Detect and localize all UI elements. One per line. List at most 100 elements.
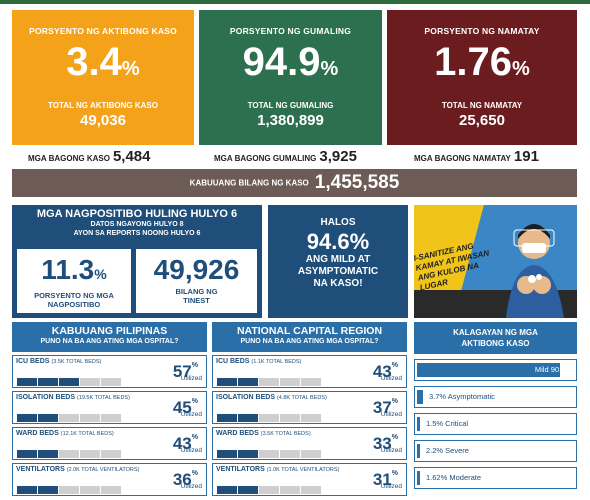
bed-icon [17,378,37,386]
bed-icon [38,378,58,386]
percent-sign: % [391,398,398,405]
utilized-label: Utilized [180,447,202,454]
percent-sign: % [391,362,398,369]
utilized-label: Utilized [380,375,402,382]
bed-icon [217,414,237,422]
bed-icon [101,486,121,494]
bed-icon [280,450,300,458]
tested-count: 49,926 [153,254,240,285]
top-divider [0,0,590,4]
mild-line-1: ANG MILD AT [305,254,371,265]
status-bar [417,444,420,458]
status-label: 2.2% Severe [426,446,469,455]
positivity-rate-caption-2: NAGPOSITIBO [47,300,101,309]
active-cases-total: 49,036 [80,112,126,129]
bed-icon [301,486,321,494]
bed-total-note: (3.5K TOTAL BEDS) [260,431,311,437]
percent-sign: % [191,470,198,477]
positivity-title: MGA NAGPOSITIBO HULING HULYO 6 [36,208,238,220]
hospital-panel-title: KABUUANG PILIPINAS [51,325,168,337]
deaths-label: PORSYENTO NG NAMATAY [424,26,540,36]
bed-icon [217,450,237,458]
utilization-percent: 57 [172,362,192,381]
percent-sign: % [512,58,530,80]
status-row: Mild 90.9% [414,359,577,381]
new-deaths-value: 191 [513,148,539,165]
active-cases-percent: 3.4 [66,40,122,84]
bed-icon [259,486,279,494]
bed-icon [217,378,237,386]
percent-sign: % [191,362,198,369]
bed-icon [80,450,100,458]
bed-type: VENTILATORS [16,466,65,473]
total-cases-value: 1,455,585 [314,172,400,193]
mild-asymptomatic-panel: HALOS 94.6% ANG MILD AT ASYMPTOMATIC NA … [268,205,408,318]
mild-pre: HALOS [320,217,356,228]
new-deaths: MGA BAGONG NAMATAY 191 [414,148,539,166]
bed-icon [80,486,100,494]
bed-utilization-row: WARD BEDS (3.5K TOTAL BEDS) 33% Utilized [212,427,407,460]
bed-total-note: (19.5K TOTAL BEDS) [76,395,130,401]
status-row: 1.5% Critical [414,413,577,435]
bed-utilization-row: ISOLATION BEDS (4.8K TOTAL BEDS) 37% Utili… [212,391,407,424]
hospital-panel-ncr: NATIONAL CAPITAL REGION PUNO NA BA ANG A… [212,322,407,496]
bed-type: ICU BEDS [16,358,50,365]
positivity-rate: 11.3 [41,254,95,285]
recovered-total: 1,380,899 [257,112,324,129]
bed-icon [238,486,258,494]
positivity-date: DATOS NGAYONG HULYO 8 [90,221,184,228]
bed-icons [17,481,122,499]
bed-icons [217,409,322,427]
bed-total-note: (12.1K TOTAL BEDS) [60,431,114,437]
tested-caption-2: TINEST [183,296,210,305]
utilization-percent: 43 [172,434,192,453]
bed-icon [38,486,58,494]
new-recovered: MGA BAGONG GUMALING 3,925 [214,148,357,166]
hospital-panel-header: NATIONAL CAPITAL REGION PUNO NA BA ANG A… [212,322,407,352]
status-label: 1.62% Moderate [426,473,482,482]
percent-sign: % [121,58,140,80]
percent-sign: % [391,434,398,441]
bed-icon [259,450,279,458]
bed-icons [217,481,322,499]
bed-type: ICU BEDS [216,358,250,365]
hospital-panel-subtitle: PUNO NA BA ANG ATING MGA OSPITAL? [240,338,379,345]
recovered-total-label: TOTAL NG GUMALING [247,101,334,110]
poster-illustration [414,205,577,318]
bed-utilization-row: ICU BEDS (1.1K TOTAL BEDS) 43% Utilized [212,355,407,388]
bed-type: VENTILATORS [216,466,265,473]
deaths-card: PORSYENTO NG NAMATAY 1.76% TOTAL NG NAMA… [387,10,577,145]
recovered-percent: 94.9 [242,40,321,84]
percent-sign: % [191,434,198,441]
status-title-2: AKTIBONG KASO [461,339,530,348]
bed-icon [80,414,100,422]
bed-type: WARD BEDS [216,430,259,437]
recovered-card: PORSYENTO NG GUMALING 94.9% TOTAL NG GUM… [199,10,382,145]
bed-icon [301,378,321,386]
utilization-percent: 31 [372,470,392,489]
bed-icon [238,378,258,386]
status-bar [417,417,420,431]
bed-icon [101,414,121,422]
new-recovered-value: 3,925 [319,148,357,165]
bed-icon [17,414,37,422]
new-cases-value: 5,484 [112,148,151,165]
bed-icon [101,378,121,386]
hospital-panel-header: KABUUANG PILIPINAS PUNO NA BA ANG ATING … [12,322,207,352]
status-row: 1.62% Moderate [414,467,577,489]
bed-utilization-row: VENTILATORS (2.0K TOTAL VENTILATORS) 36% U… [12,463,207,496]
deaths-total: 25,650 [459,112,505,129]
bed-icon [59,450,79,458]
deaths-percent: 1.76 [434,40,513,84]
utilization-percent: 37 [372,398,392,417]
status-header: KALAGAYAN NG MGA AKTIBONG KASO [414,322,577,354]
utilized-label: Utilized [180,483,202,490]
bed-icon [280,414,300,422]
utilized-label: Utilized [380,483,402,490]
bed-icons [17,409,122,427]
bed-icon [59,414,79,422]
bed-total-note: (1.1K TOTAL BEDS) [251,359,302,365]
active-cases-total-label: TOTAL NG AKTIBONG KASO [48,101,158,110]
bed-utilization-row: VENTILATORS (1.0K TOTAL VENTILATORS) 31% U… [212,463,407,496]
hospital-panel-title: NATIONAL CAPITAL REGION [236,325,383,337]
